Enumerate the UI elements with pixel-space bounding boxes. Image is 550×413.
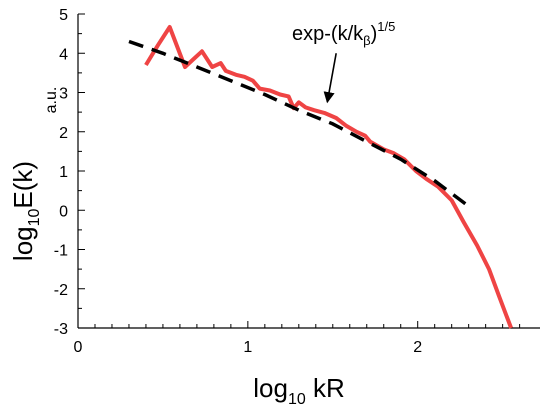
x-ticks: 0 1 2 [74,321,521,356]
y-tick-label: 3 [59,86,68,103]
annotation-arrow [323,53,337,104]
y-ticks: -3 -2 -1 0 1 2 3 4 5 [54,7,85,338]
annotation: exp-(k/kβ)1/5 [292,19,395,104]
series-layer [128,25,513,329]
x-tick-label: 1 [243,339,252,356]
y-axis-title-sub: 10 [26,208,43,226]
x-axis-title-rest: kR [306,373,345,403]
x-tick-label: 0 [74,339,83,356]
annotation-close: ) [371,23,378,45]
y-tick-label: -3 [54,321,68,338]
annotation-text: exp-(k/kβ)1/5 [292,19,395,48]
spectrum-line [144,25,513,329]
y-axis-title-base: log [8,226,38,261]
y-tick-label: 4 [59,46,68,63]
y-tick-label: -1 [54,243,68,260]
y-tick-label: -2 [54,282,68,299]
y-axis-title-rest: E(k) [8,161,38,209]
x-axis-title: log10 kR [253,373,345,408]
fit-line [128,39,470,208]
y-tick-label: 2 [59,125,68,142]
x-axis-title-sub: 10 [288,391,306,408]
y-tick-label: 5 [59,7,68,24]
y-axis-title: log10E(k) [8,161,43,261]
y-tick-label: 1 [59,164,68,181]
annotation-sup: 1/5 [377,19,395,34]
y-axis-unit: a.u. [43,87,60,114]
annotation-sub: β [363,33,370,48]
y-tick-label: 0 [59,203,68,220]
annotation-base: exp-(k/k [292,23,364,45]
x-axis-title-base: log [253,373,288,403]
x-tick-label: 2 [413,339,422,356]
